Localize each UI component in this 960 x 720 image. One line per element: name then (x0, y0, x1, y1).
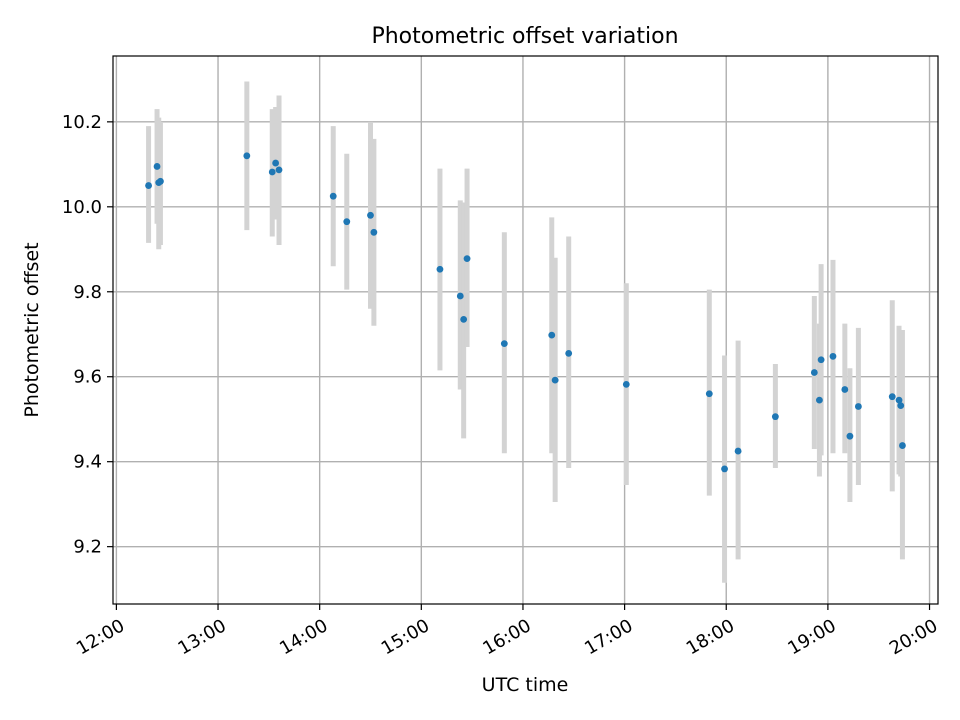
chart-title: Photometric offset variation (371, 24, 678, 49)
data-point (370, 228, 378, 236)
data-point (367, 211, 374, 219)
data-point (500, 340, 508, 347)
data-point (153, 163, 161, 170)
data-point (456, 292, 464, 300)
data-point (565, 349, 573, 357)
data-point (816, 396, 823, 404)
data-point (734, 447, 742, 455)
x-axis-label: UTC time (482, 674, 569, 696)
data-point (888, 393, 896, 401)
plot-frame (112, 55, 939, 605)
y-tick-label: 9.2 (73, 537, 102, 558)
grid (113, 56, 938, 604)
y-tick-label: 9.4 (73, 452, 102, 473)
data-point (329, 192, 337, 200)
data-point (705, 390, 713, 398)
data-point (854, 403, 862, 410)
data-point (272, 159, 280, 167)
y-tick-label: 9.8 (73, 282, 102, 303)
data-point (829, 352, 837, 360)
data-point (275, 166, 283, 174)
data-point (817, 356, 825, 364)
data-point (846, 432, 854, 440)
data-point (157, 177, 164, 185)
y-tick-label: 10.0 (62, 197, 102, 218)
data-point (721, 465, 728, 473)
y-axis-label: Photometric offset (21, 242, 43, 417)
data-point (268, 168, 276, 176)
data-point (551, 376, 559, 384)
data-point (463, 255, 471, 263)
data-points (145, 152, 906, 473)
data-point (622, 380, 630, 388)
data-point (243, 152, 251, 160)
y-tick-label: 10.2 (62, 112, 102, 133)
data-point (810, 369, 818, 376)
data-point (895, 396, 903, 404)
data-point (343, 218, 351, 226)
data-point (841, 386, 849, 393)
data-point (145, 182, 152, 189)
y-tick-label: 9.6 (73, 367, 102, 388)
data-point (771, 413, 779, 421)
data-point (899, 442, 906, 449)
data-point (548, 331, 556, 339)
data-point (460, 315, 468, 323)
data-point (897, 402, 905, 410)
data-point (436, 265, 444, 273)
